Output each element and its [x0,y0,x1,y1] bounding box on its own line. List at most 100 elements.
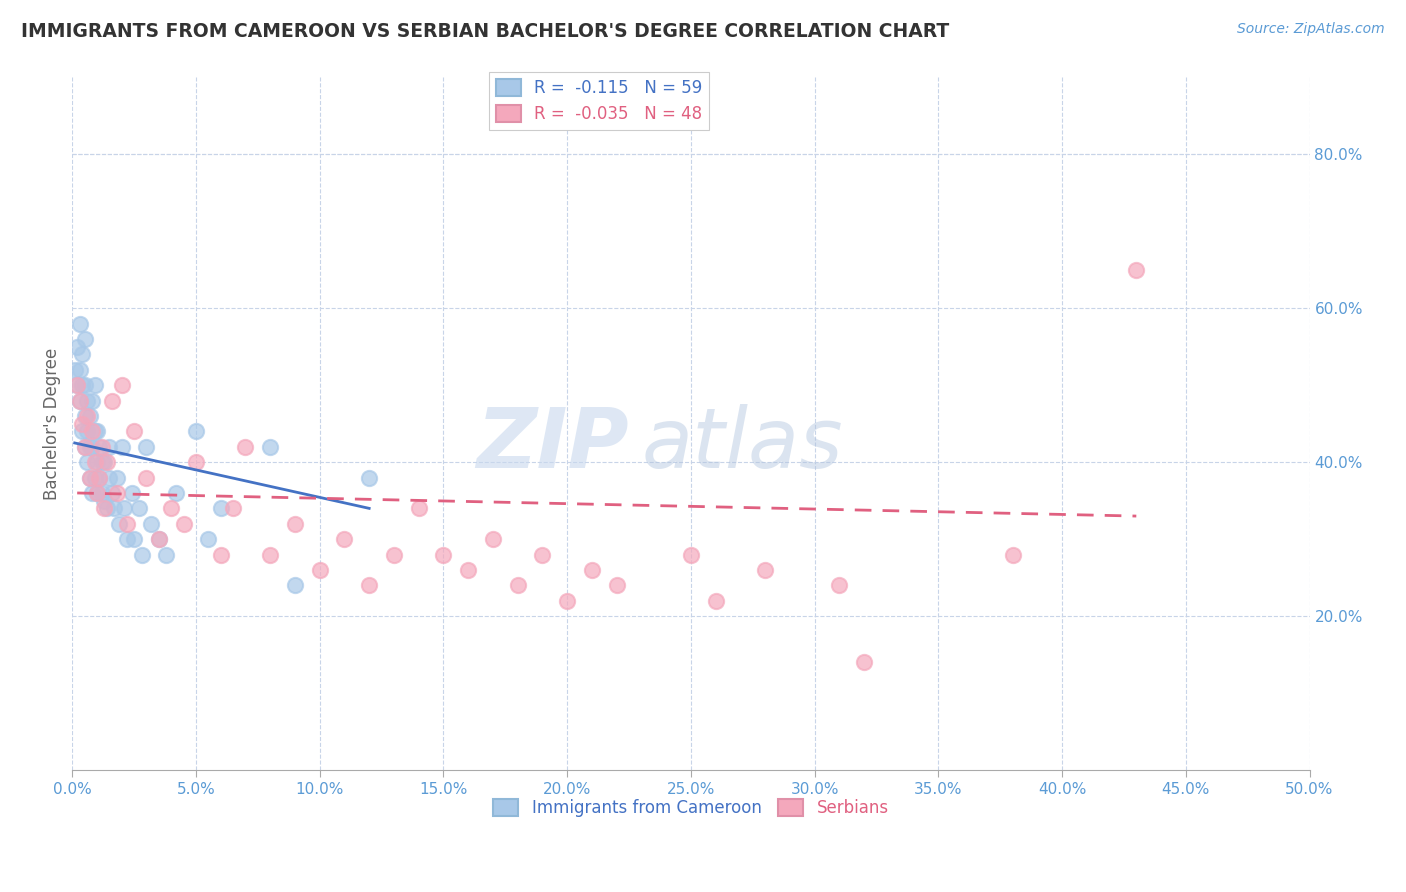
Point [89,440,111,454]
Point [704,593,727,607]
Point [69,393,91,408]
Point [173,516,195,531]
Point [122,532,145,546]
Point [70,347,93,361]
Point [66,378,89,392]
Point [66,378,89,392]
Point [83,455,105,469]
Legend: Immigrants from Cameroon, Serbians: Immigrants from Cameroon, Serbians [486,792,896,824]
Point [76,455,98,469]
Point [96,455,118,469]
Point [105,470,128,484]
Point [148,532,170,546]
Point [93,501,115,516]
Point [69,317,91,331]
Point [482,532,505,546]
Point [90,440,112,454]
Point [359,578,381,592]
Point [90,455,112,469]
Point [160,501,183,516]
Point [76,409,98,423]
Point [408,501,430,516]
Point [105,486,128,500]
Point [531,548,554,562]
Point [555,593,578,607]
Point [70,378,93,392]
Point [70,425,93,439]
Point [98,440,121,454]
Point [141,516,163,531]
Point [135,470,157,484]
Point [103,501,125,516]
Point [828,578,851,592]
Point [853,655,876,669]
Point [1125,262,1147,277]
Point [121,486,143,500]
Point [80,393,103,408]
Point [235,440,257,454]
Point [131,548,153,562]
Point [108,516,131,531]
Point [93,493,115,508]
Point [112,501,135,516]
Point [83,425,105,439]
Point [308,563,330,577]
Point [69,363,91,377]
Point [79,470,101,484]
Point [111,378,134,392]
Point [115,516,138,531]
Point [76,393,98,408]
Point [80,425,103,439]
Point [259,440,281,454]
Point [73,440,96,454]
Point [259,548,281,562]
Point [148,532,170,546]
Point [135,440,157,454]
Point [122,425,145,439]
Point [359,470,381,484]
Point [63,363,86,377]
Point [73,378,96,392]
Point [73,409,96,423]
Point [79,470,101,484]
Point [98,470,121,484]
Point [89,470,111,484]
Y-axis label: Bachelor's Degree: Bachelor's Degree [44,348,60,500]
Point [70,417,93,431]
Point [80,440,103,454]
Point [581,563,603,577]
Point [506,578,529,592]
Point [101,486,124,500]
Point [76,425,98,439]
Point [284,516,307,531]
Point [86,425,108,439]
Point [73,332,96,346]
Point [284,578,307,592]
Text: IMMIGRANTS FROM CAMEROON VS SERBIAN BACHELOR'S DEGREE CORRELATION CHART: IMMIGRANTS FROM CAMEROON VS SERBIAN BACH… [21,22,949,41]
Point [457,563,479,577]
Point [83,470,105,484]
Point [115,532,138,546]
Text: atlas: atlas [641,404,844,485]
Point [73,440,96,454]
Point [101,393,124,408]
Point [432,548,454,562]
Point [86,486,108,500]
Point [754,563,776,577]
Point [83,378,105,392]
Point [79,440,101,454]
Point [90,486,112,500]
Point [1001,548,1024,562]
Text: ZIP: ZIP [477,404,628,485]
Point [86,486,108,500]
Text: Source: ZipAtlas.com: Source: ZipAtlas.com [1237,22,1385,37]
Point [606,578,628,592]
Point [679,548,702,562]
Point [69,393,91,408]
Point [197,532,219,546]
Point [89,470,111,484]
Point [209,501,232,516]
Point [79,409,101,423]
Point [86,455,108,469]
Point [66,340,89,354]
